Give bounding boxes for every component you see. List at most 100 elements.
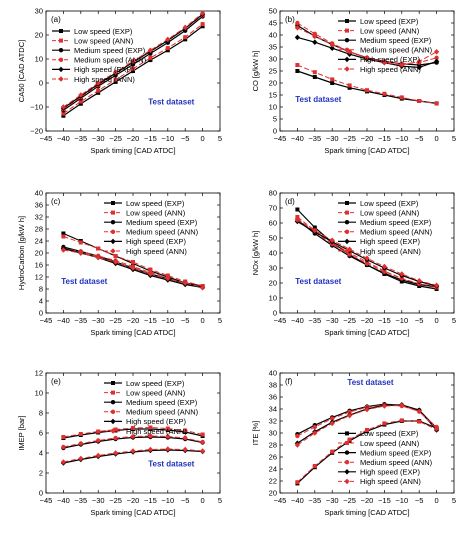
data-point <box>182 24 188 31</box>
legend-marker <box>111 201 115 205</box>
data-point <box>130 434 136 439</box>
data-point <box>165 48 170 53</box>
x-tick-label: −35 <box>308 496 321 505</box>
data-point <box>183 35 188 40</box>
legend-marker <box>344 469 350 475</box>
y-tick-label: 24 <box>35 237 43 246</box>
data-point <box>434 426 440 432</box>
x-tick-label: −40 <box>57 496 70 505</box>
data-point <box>165 446 171 452</box>
legend-label: Low speed (EXP) <box>360 17 419 26</box>
legend-label: Low speed (EXP) <box>74 27 133 36</box>
series-medium-speed-ann <box>61 433 205 450</box>
data-point <box>95 80 101 86</box>
x-tick-label: −30 <box>92 316 105 325</box>
y-tick-label: 16 <box>35 261 43 270</box>
data-point <box>347 412 353 419</box>
chart-panel-c: −45 −40 −35 −30 −25 −20 −15 −10 −5 0 5 Spark timing… <box>17 189 222 337</box>
y-tick-label: 80 <box>269 189 277 198</box>
data-point <box>131 260 135 264</box>
chart-panel-d: −45 −40 −35 −30 −25 −20 −15 −10 −5 0 5 Spark timing… <box>251 189 456 337</box>
data-point <box>417 99 422 103</box>
x-tick-label: −5 <box>415 316 424 325</box>
data-point <box>347 246 353 253</box>
x-tick-label: −25 <box>343 316 356 325</box>
data-point <box>113 450 119 456</box>
x-axis-label: Spark timing [CAD ATDC] <box>90 508 175 517</box>
legend: Low speed (EXP)Low speed (ANN)Medium spe… <box>338 429 433 486</box>
data-point <box>294 25 300 31</box>
x-axis-label: Spark timing [CAD ATDC] <box>90 328 175 337</box>
x-tick-label: −15 <box>378 316 391 325</box>
x-tick-label: −10 <box>161 316 174 325</box>
legend-label: High speed (ANN) <box>126 427 187 436</box>
legend-marker <box>345 19 349 23</box>
data-point <box>295 63 300 67</box>
legend-label: Medium speed (ANN) <box>74 56 147 65</box>
y-tick-label: 12 <box>35 369 43 378</box>
x-tick-label: −15 <box>144 496 157 505</box>
data-point <box>295 20 300 26</box>
data-point <box>200 448 206 454</box>
legend: Low speed (EXP)Low speed (ANN)Medium spe… <box>338 17 433 74</box>
data-point <box>347 437 352 442</box>
legend-marker <box>344 450 350 455</box>
data-point <box>113 77 118 82</box>
data-point <box>329 41 335 48</box>
legend-marker <box>345 431 349 436</box>
x-tick-label: −45 <box>40 316 53 325</box>
data-point <box>130 265 136 271</box>
x-tick-label: −25 <box>343 134 356 143</box>
legend: Low speed (EXP)Low speed (ANN)Medium spe… <box>104 199 199 256</box>
data-point <box>96 88 101 93</box>
data-point <box>61 444 66 450</box>
x-tick-label: −5 <box>181 134 190 143</box>
y-tick-label: 24 <box>269 465 277 474</box>
legend-marker <box>110 229 116 234</box>
data-point <box>347 85 352 90</box>
x-tick-label: −20 <box>127 316 140 325</box>
legend-label: Medium speed (EXP) <box>126 218 198 227</box>
x-axis-label: Spark timing [CAD ATDC] <box>324 146 409 155</box>
legend-marker <box>345 28 349 33</box>
data-point <box>312 33 318 39</box>
series-line <box>297 64 437 104</box>
data-point <box>382 91 387 96</box>
data-point <box>312 464 317 468</box>
x-tick-label: −5 <box>415 496 424 505</box>
test-dataset-label: Test dataset <box>148 98 194 107</box>
data-point <box>364 255 370 262</box>
x-tick-label: −25 <box>109 134 122 143</box>
x-tick-label: −5 <box>415 134 424 143</box>
y-tick-label: 30 <box>269 55 277 64</box>
data-point <box>147 446 153 453</box>
data-point <box>312 424 317 430</box>
legend-label: Medium speed (EXP) <box>360 448 432 457</box>
x-tick-label: −30 <box>326 316 339 325</box>
data-point <box>200 432 205 437</box>
data-point <box>365 428 369 432</box>
data-point <box>113 427 118 432</box>
x-tick-label: −20 <box>127 496 140 505</box>
panel-label: (f) <box>285 377 293 386</box>
panel-label: (a) <box>51 15 61 24</box>
legend-marker <box>58 57 64 62</box>
y-tick-label: 0 <box>39 79 43 88</box>
legend-label: Low speed (EXP) <box>360 199 419 208</box>
data-point <box>147 47 153 54</box>
data-point <box>113 435 118 441</box>
data-point <box>381 263 387 270</box>
test-dataset-label: Test dataset <box>295 277 341 286</box>
x-axis-label: Spark timing [CAD ATDC] <box>90 146 175 155</box>
legend-label: Low speed (EXP) <box>126 199 185 208</box>
data-point <box>60 104 66 110</box>
data-point <box>416 408 422 415</box>
legend-marker <box>59 29 63 33</box>
x-tick-label: −45 <box>40 496 53 505</box>
legend-marker <box>110 418 116 425</box>
data-point <box>183 435 188 441</box>
data-point <box>294 217 300 223</box>
x-tick-label: −15 <box>144 316 157 325</box>
x-tick-label: −5 <box>181 496 190 505</box>
data-point <box>78 92 84 98</box>
